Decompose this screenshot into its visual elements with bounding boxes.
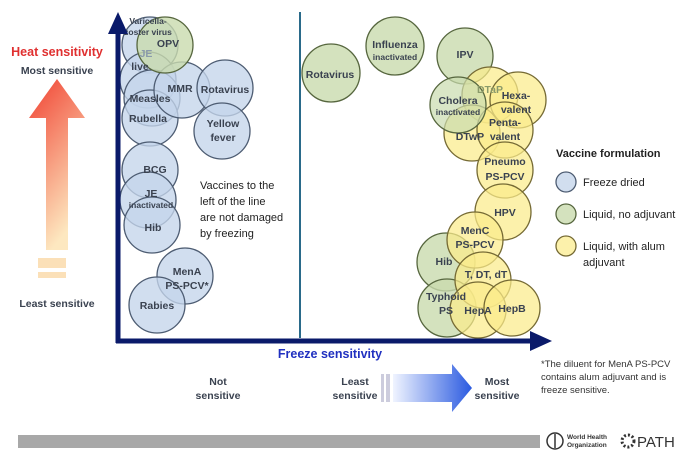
label-measles: Measles: [130, 93, 171, 105]
not-sensitive-label: Not: [209, 376, 227, 388]
svg-text:by freezing: by freezing: [200, 228, 254, 240]
label-hepb: HepB: [498, 303, 526, 315]
legend-swatch-freeze-dried: [555, 171, 577, 193]
label-hexavalent: Hexa-: [502, 90, 531, 102]
freeze-gradient-arrow-icon: [381, 364, 472, 412]
label-pneumo: Pneumo: [484, 156, 525, 168]
vaccine-bubble: [123, 196, 181, 254]
heat-least-label: Least sensitive: [19, 298, 94, 310]
legend-label: Freeze dried: [583, 177, 645, 189]
path-logo: PATH: [620, 433, 675, 451]
label-ipv: IPV: [457, 49, 474, 61]
legend-label: Liquid, no adjuvant: [583, 209, 675, 221]
vaccine-bubble: [301, 43, 361, 103]
label-mmr: MMR: [167, 83, 192, 95]
label-hib-liquid: Hib: [436, 256, 453, 268]
label-je-inactivated: JE: [145, 188, 158, 200]
label-je-live: live: [131, 61, 149, 73]
who-logo: World Health Organization: [546, 432, 607, 450]
label-menc: MenC: [461, 225, 490, 237]
vaccine-bubble: [128, 276, 186, 334]
vaccine-bubble: [136, 16, 194, 74]
label-rotavirus: Rotavirus: [201, 84, 250, 96]
label-hexavalent: valent: [501, 104, 532, 116]
not-sensitive-label: sensitive: [196, 390, 241, 402]
vaccine-bubble: [483, 279, 541, 337]
label-rubella: Rubella: [129, 113, 167, 125]
label-typhoid: PS: [439, 305, 453, 317]
most-freeze-label: sensitive: [475, 390, 520, 402]
label-hib: Hib: [145, 222, 162, 234]
svg-text:Vaccines to the: Vaccines to the: [200, 180, 274, 192]
legend-swatch-liquid: [555, 203, 577, 225]
label-cholera: inactivated: [436, 107, 480, 117]
svg-text:contains alum adjuvant and is: contains alum adjuvant and is: [541, 372, 666, 383]
label-rabies: Rabies: [140, 300, 175, 312]
vaccine-bubble: [193, 102, 251, 160]
label-je-live: JE: [140, 48, 153, 60]
svg-text:*The diluent for MenA PS-PCV: *The diluent for MenA PS-PCV: [541, 359, 671, 370]
label-dtwp: DTwP: [456, 131, 484, 143]
footer-bar: [18, 435, 540, 448]
label-opv: OPV: [157, 38, 179, 50]
label-tdt: T, DT, dT: [465, 269, 508, 281]
legend-title: Vaccine formulation: [556, 148, 661, 160]
label-je-inactivated: inactivated: [129, 200, 173, 210]
svg-text:freeze sensitive.: freeze sensitive.: [541, 385, 610, 396]
label-bcg: BCG: [143, 164, 166, 176]
label-menc: PS-PCV: [455, 239, 494, 251]
svg-text:Liquid, with alum: Liquid, with alum: [583, 241, 665, 253]
legend: Vaccine formulation Freeze dried Liquid,…: [555, 148, 675, 269]
label-dtap: DTaP: [477, 84, 503, 96]
least-freeze-label: sensitive: [333, 390, 378, 402]
label-rotavirus-liquid: Rotavirus: [306, 69, 355, 81]
svg-text:World Health: World Health: [567, 434, 607, 441]
label-pneumo: PS-PCV: [485, 171, 524, 183]
footnote: *The diluent for MenA PS-PCV contains al…: [541, 359, 671, 396]
svg-text:adjuvant: adjuvant: [583, 257, 625, 269]
label-varicella: zoster virus: [124, 27, 172, 37]
label-varicella: Varicella-: [129, 16, 167, 26]
label-hpv: HPV: [494, 207, 516, 219]
least-freeze-label: Least: [341, 376, 369, 388]
label-influenza: inactivated: [373, 52, 417, 62]
vaccine-bubble: [365, 16, 425, 76]
svg-text:PATH: PATH: [637, 434, 675, 451]
label-yellow-fever: fever: [210, 132, 235, 144]
svg-text:are not damaged: are not damaged: [200, 212, 283, 224]
label-mena: PS-PCV*: [165, 280, 209, 292]
label-typhoid: Typhoid: [426, 291, 466, 303]
heat-arrow-icon: [29, 79, 85, 278]
heat-most-label: Most sensitive: [21, 65, 94, 77]
label-influenza: Influenza: [372, 39, 418, 51]
svg-text:left of the line: left of the line: [200, 196, 265, 208]
most-freeze-label: Most: [485, 376, 510, 388]
vaccine-labels: Varicella- zoster virus OPV JE live Meas…: [124, 16, 532, 317]
label-yellow-fever: Yellow: [207, 118, 241, 130]
arrow-right-icon: [530, 331, 552, 351]
vaccine-bubble: [429, 76, 487, 134]
freeze-dried-group: [119, 16, 254, 334]
label-pentavalent: Penta-: [489, 117, 522, 129]
label-cholera: Cholera: [438, 95, 477, 107]
arrow-up-icon: [108, 12, 128, 34]
svg-text:Organization: Organization: [567, 442, 607, 449]
legend-swatch-alum: [555, 235, 577, 257]
divider-note: Vaccines to the left of the line are not…: [200, 180, 283, 240]
freeze-axis-title: Freeze sensitivity: [278, 347, 382, 361]
heat-axis-title: Heat sensitivity: [11, 45, 103, 59]
label-mena: MenA: [173, 266, 202, 278]
label-hepa: HepA: [464, 305, 492, 317]
label-pentavalent: valent: [490, 131, 521, 143]
